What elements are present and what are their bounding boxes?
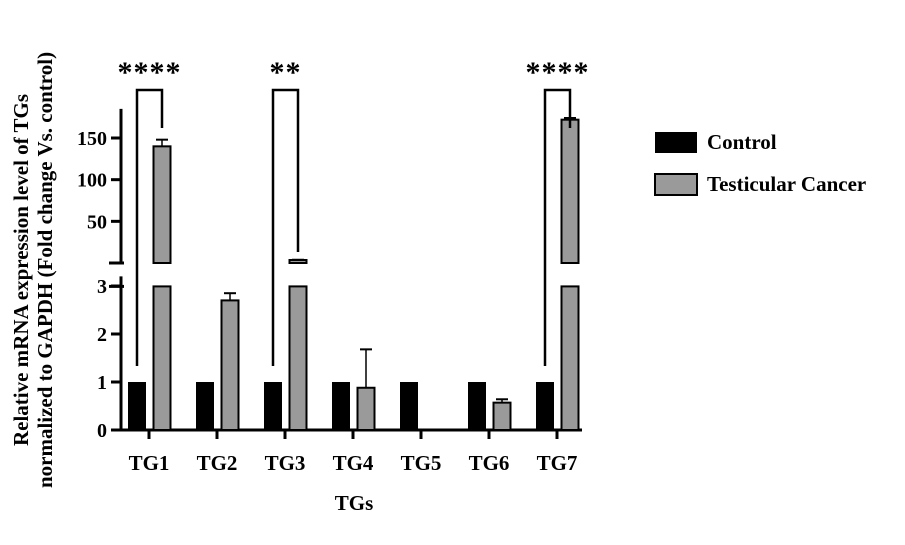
bars [128,117,580,432]
y-tick-label-lower: 1 [97,372,107,394]
y-tick-label-lower: 3 [97,276,107,298]
legend-label: Control [707,130,777,154]
y-axis-title: Relative mRNA expression level of TGs no… [9,52,57,488]
control-bar [128,382,146,430]
cancer-bar-lower [152,285,172,431]
cancer-bar-upper [152,145,172,264]
cancer-bar [220,299,240,431]
x-tick-label: TG3 [265,451,306,475]
x-tick-label: TG4 [333,451,374,475]
cancer-bar [356,386,376,432]
significance-bracket [135,88,164,366]
control-bar [400,382,418,430]
y-tick-label-lower: 0 [97,420,107,442]
x-tick-label: TG7 [537,451,578,475]
control-bar [536,382,554,430]
significance-label: **** [118,56,182,89]
control-bar [264,382,282,430]
control-bar [196,382,214,430]
x-tick-label: TG2 [197,451,238,475]
x-tick-label: TG6 [469,451,510,475]
legend-swatch [655,132,697,153]
significance-label: **** [526,56,590,89]
y-tick-label-upper: 50 [87,211,107,233]
cancer-bar [492,401,512,432]
x-axis-title: TGs [335,491,374,515]
x-tick-label: TG5 [401,451,442,475]
y-tick-label-upper: 100 [77,170,107,192]
cancer-bar-upper [560,118,580,265]
y-axis-title-line-1: Relative mRNA expression level of TGs [9,94,33,446]
legend-swatch [654,173,698,196]
control-bar [468,382,486,430]
significance-bracket [543,88,572,366]
y-tick-label-lower: 2 [97,324,107,346]
control-bar [332,382,350,430]
x-tick-label: TG1 [129,451,170,475]
significance-brackets: **** ** **** [118,56,590,366]
significance-bracket [271,88,300,366]
y-tick-label-upper: 150 [77,128,107,150]
legend-label: Testicular Cancer [707,172,866,196]
y-axis-title-line-2: normalized to GAPDH (Fold change Vs. con… [33,52,57,488]
significance-label: ** [270,56,302,89]
legend: Control Testicular Cancer [654,130,866,196]
cancer-bar-lower [288,285,308,431]
cancer-bar-lower [560,285,580,431]
